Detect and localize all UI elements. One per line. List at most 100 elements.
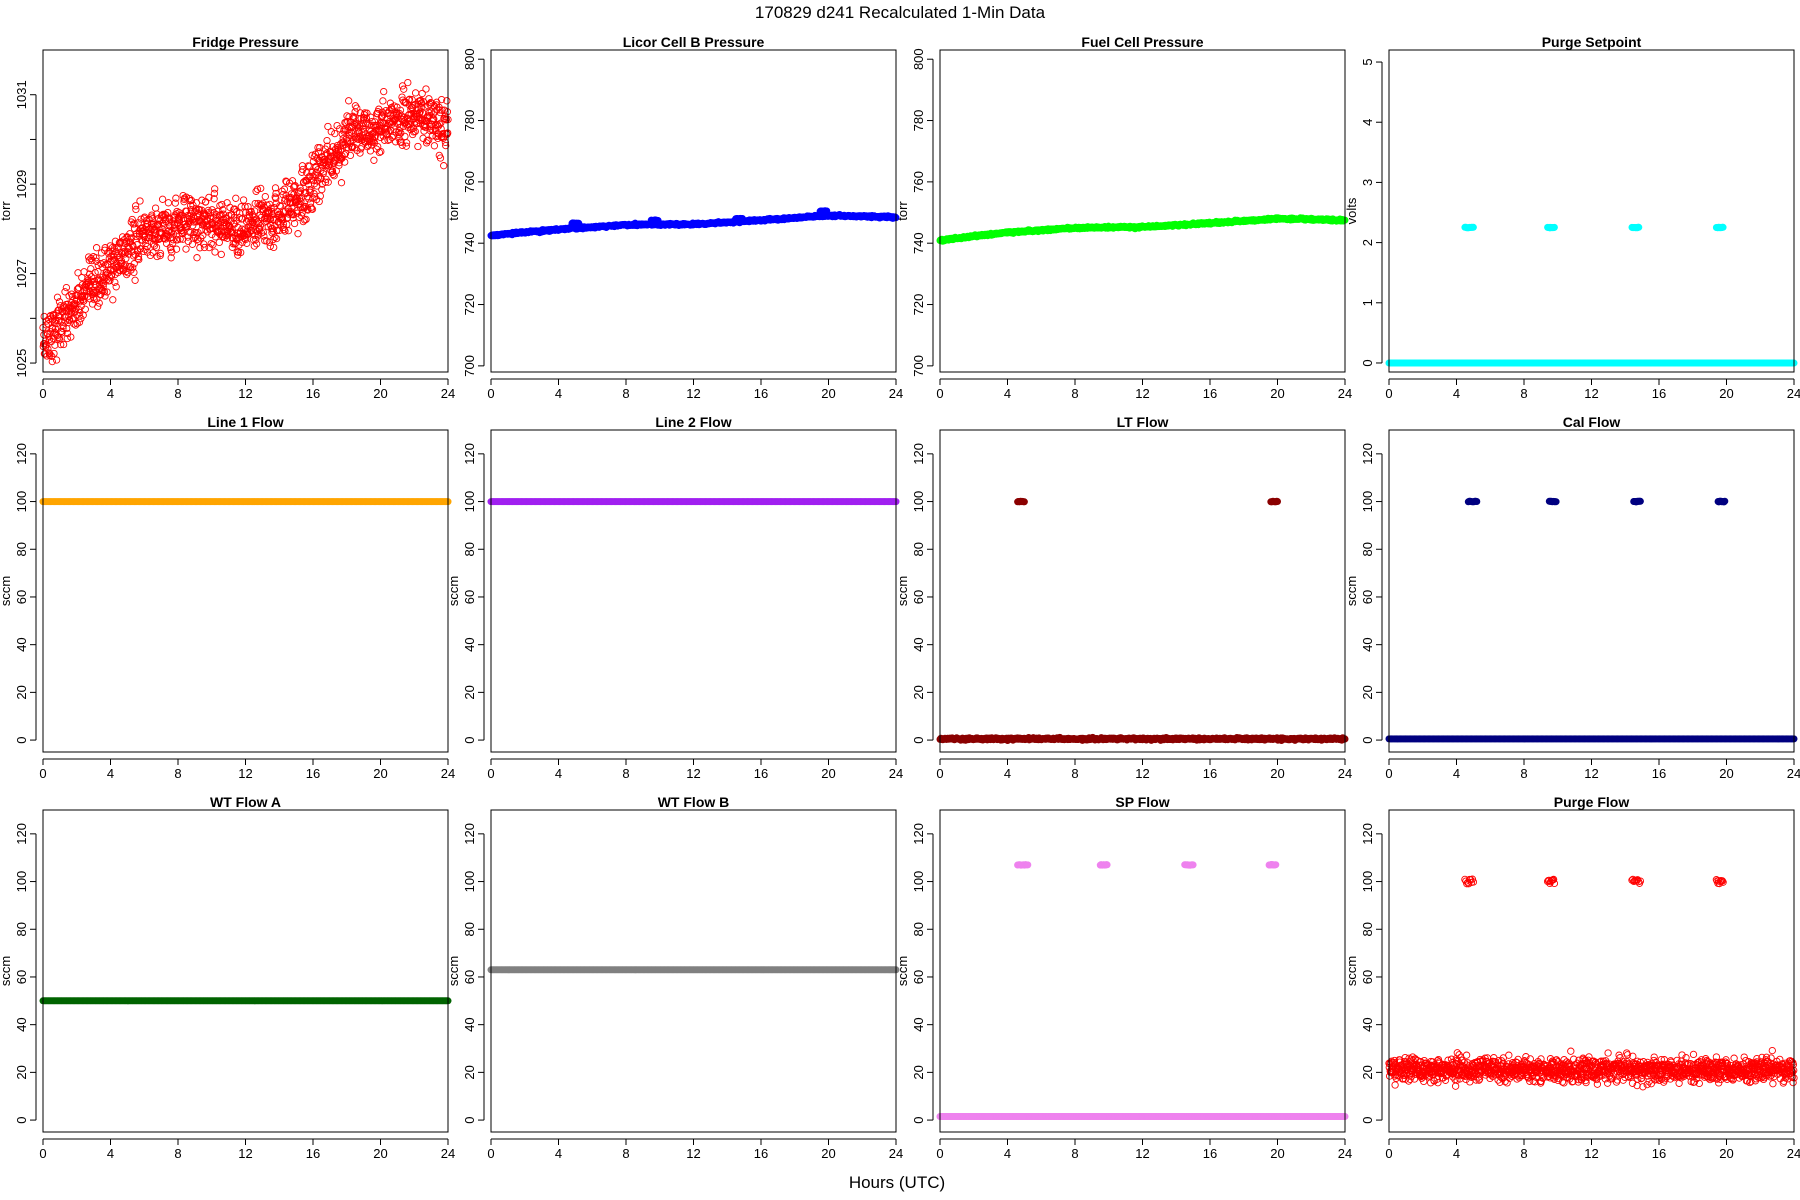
data-point	[211, 233, 220, 241]
data-point	[259, 228, 267, 236]
data-point	[52, 356, 61, 364]
y-tick-label: 20	[14, 685, 29, 699]
data-point	[109, 296, 117, 304]
x-axis: 0 4 8 12 16 20 24	[39, 378, 455, 401]
y-tick-label: 60	[14, 590, 29, 604]
data-point	[198, 196, 206, 204]
x-tick-label: 12	[686, 766, 700, 781]
data-point	[71, 299, 79, 308]
data-point	[284, 227, 293, 235]
data-point	[418, 89, 426, 98]
data-point	[234, 248, 243, 256]
data-point	[182, 245, 190, 253]
data-point	[57, 340, 65, 349]
data-point	[223, 234, 232, 242]
data-point	[211, 185, 219, 193]
data-point	[380, 87, 388, 96]
y-tick-label: 700	[462, 355, 477, 377]
x-tick-label: 20	[1270, 386, 1284, 401]
data-point	[70, 320, 78, 328]
data-point	[202, 198, 210, 206]
data-point	[738, 215, 746, 223]
x-axis: 0 4 8 12 16 20 24	[487, 378, 903, 401]
y-tick-label: 700	[911, 355, 926, 377]
y-tick-label: 100	[462, 491, 477, 513]
y-tick-label: 740	[911, 232, 926, 254]
x-tick-label: 12	[686, 386, 700, 401]
data-point	[193, 254, 201, 262]
data-point	[200, 243, 209, 252]
data-point	[219, 215, 228, 223]
data-point	[1469, 223, 1477, 231]
y-axis-label: sccm	[895, 576, 910, 606]
data-point	[287, 190, 296, 198]
data-point	[169, 236, 177, 244]
data-point	[272, 194, 280, 203]
data-point	[411, 89, 420, 97]
data-point	[128, 215, 136, 224]
y-tick-label: 60	[462, 590, 477, 604]
data-point	[162, 239, 171, 248]
panel-title: Licor Cell B Pressure	[623, 34, 765, 50]
data-point	[123, 270, 131, 279]
x-tick-label: 16	[754, 766, 768, 781]
data-point	[53, 293, 62, 301]
data-point	[251, 199, 259, 208]
data-point	[265, 238, 274, 246]
data-point	[337, 179, 346, 187]
data-point	[267, 204, 275, 212]
data-point	[62, 283, 71, 292]
x-tick-label: 24	[1338, 386, 1352, 401]
y-tick-label: 760	[462, 171, 477, 193]
data-point	[205, 193, 213, 202]
data-point	[1635, 223, 1643, 231]
plot-frame	[490, 429, 897, 753]
data-point	[96, 280, 104, 289]
data-point	[654, 217, 662, 225]
data-point	[250, 207, 259, 215]
x-axis: 0 4 8 12 16 20 24	[487, 758, 903, 781]
x-tick-label: 12	[238, 386, 252, 401]
y-axis-label: torr	[0, 201, 13, 221]
x-tick-label: 0	[487, 766, 494, 781]
data-point	[130, 268, 138, 277]
y-tick-label: 720	[462, 294, 477, 316]
x-tick-label: 24	[441, 766, 455, 781]
data-point	[101, 292, 109, 300]
y-axis-label: volts	[1344, 197, 1359, 224]
figure-title: 170829 d241 Recalculated 1-Min Data	[755, 3, 1046, 22]
x-tick-label: 0	[39, 386, 46, 401]
data-point	[112, 283, 120, 291]
data-point	[237, 248, 245, 257]
data-point	[81, 305, 89, 313]
data-point	[270, 243, 278, 252]
data-point	[158, 195, 167, 203]
data-point	[280, 185, 289, 193]
data-points	[39, 78, 452, 366]
data-point	[261, 192, 269, 201]
data-point	[575, 219, 583, 227]
x-tick-label: 8	[622, 766, 629, 781]
data-point	[107, 271, 116, 280]
x-tick-label: 4	[1004, 386, 1011, 401]
data-point	[269, 235, 277, 244]
data-point	[251, 231, 259, 240]
data-point	[52, 316, 60, 324]
data-points	[936, 497, 1349, 744]
data-point	[99, 287, 107, 295]
data-point	[45, 336, 54, 344]
data-point	[130, 260, 138, 268]
y-tick-label: 780	[462, 110, 477, 132]
data-point	[50, 349, 58, 358]
data-point	[257, 184, 265, 193]
data-point	[210, 195, 218, 203]
data-point	[266, 215, 275, 224]
data-point	[239, 196, 248, 204]
data-point	[164, 208, 172, 217]
y-axis-label: sccm	[446, 576, 461, 606]
data-point	[281, 227, 289, 235]
